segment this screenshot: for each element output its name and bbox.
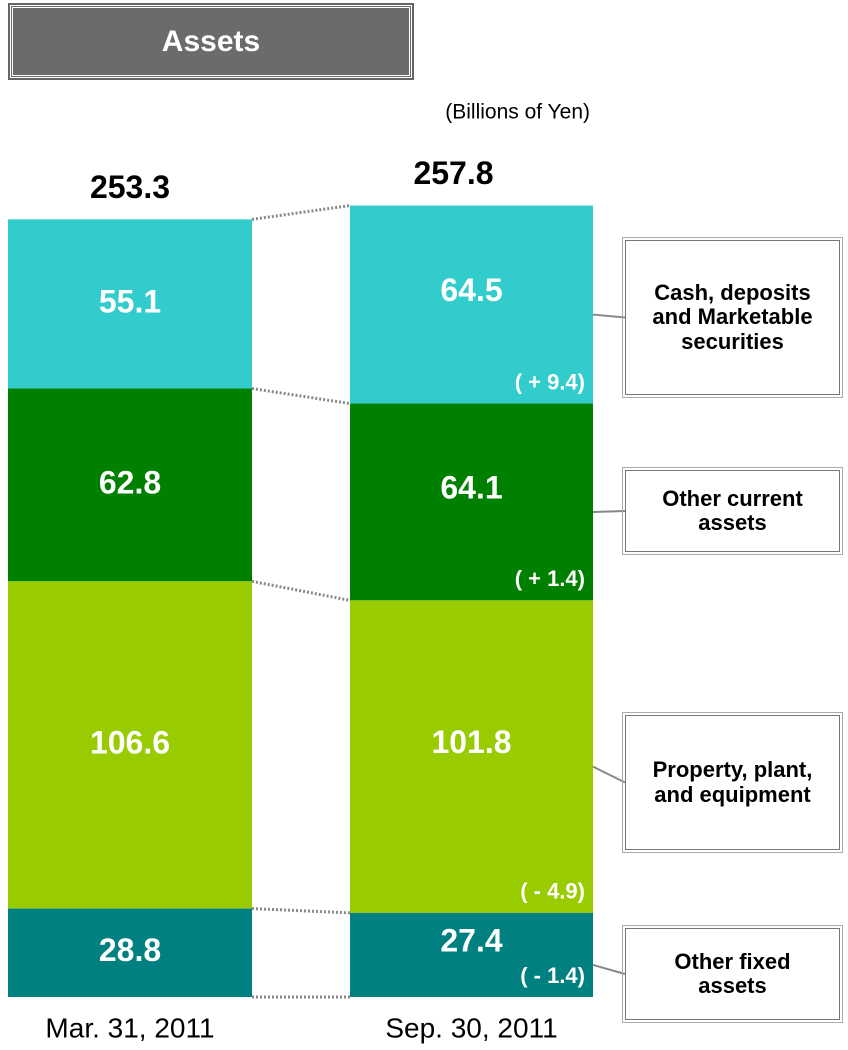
legend-box: Other current assets [622, 467, 843, 555]
value-label: 64.1 [440, 469, 502, 505]
change-label: ( - 4.9) [520, 879, 585, 904]
bar-segment [350, 912, 593, 997]
legend-leader [592, 765, 626, 784]
value-label: 55.1 [99, 283, 161, 319]
bar-segment [350, 205, 593, 404]
legend-box: Cash, deposits and Marketable securities [622, 237, 843, 398]
legend-leader [592, 510, 626, 513]
value-label: 28.8 [99, 932, 161, 968]
legend-leader [592, 963, 626, 975]
legend-box: Property, plant, and equipment [622, 712, 843, 853]
bar-segment [8, 388, 252, 582]
bar-segment [350, 600, 593, 913]
connector [251, 387, 351, 406]
total-label: 257.8 [413, 155, 493, 191]
connector [251, 204, 351, 221]
bar-segment [350, 403, 593, 601]
chart-title: Assets [8, 3, 414, 80]
value-label: 62.8 [99, 464, 161, 500]
change-label: ( - 1.4) [520, 963, 585, 988]
value-label: 27.4 [440, 922, 502, 958]
total-label: 253.3 [90, 169, 170, 205]
legend-box: Other fixed assets [622, 925, 843, 1023]
value-label: 101.8 [431, 724, 511, 760]
bar-segment [8, 908, 252, 997]
bar-segment [8, 219, 252, 389]
connector [251, 579, 351, 602]
bar-segment [8, 581, 252, 909]
change-label: ( + 9.4) [515, 369, 585, 394]
connector [251, 907, 351, 915]
legend-leader [592, 313, 626, 319]
unit-label: (Billions of Yen) [445, 101, 590, 124]
x-tick-label: Sep. 30, 2011 [385, 1012, 557, 1043]
value-label: 106.6 [90, 724, 170, 760]
change-label: ( + 1.4) [515, 566, 585, 591]
x-tick-label: Mar. 31, 2011 [45, 1012, 214, 1043]
value-label: 64.5 [440, 272, 502, 308]
